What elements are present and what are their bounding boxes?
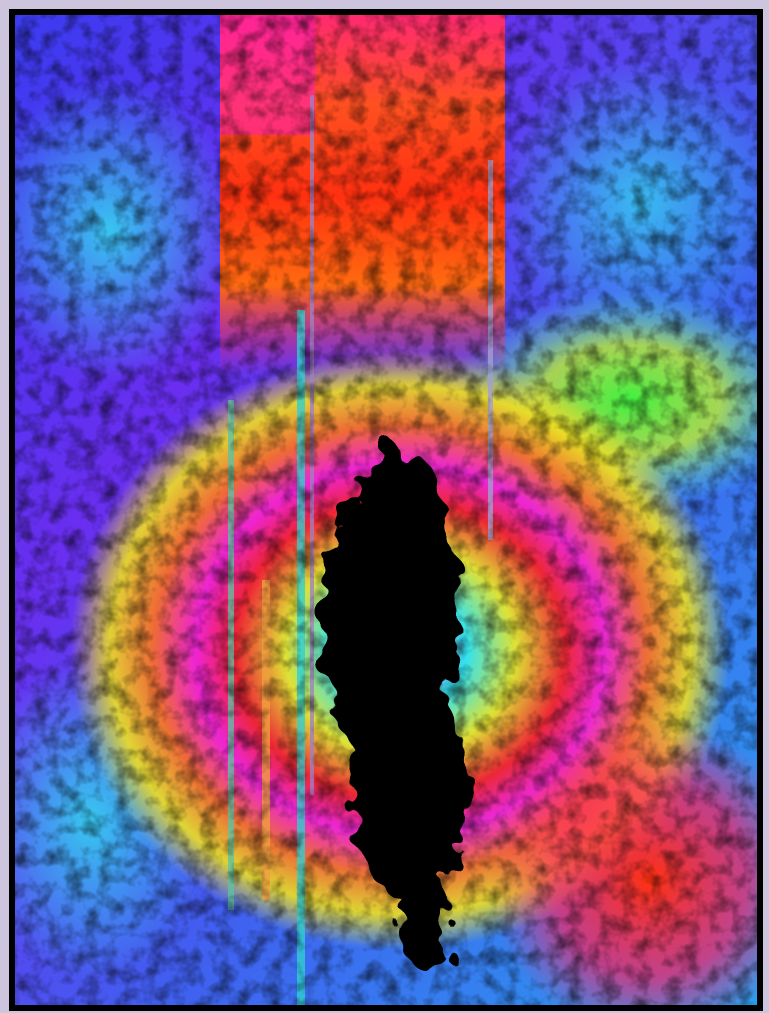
black-blob (400, 870, 450, 970)
black-blob (360, 450, 440, 550)
interferogram (0, 15, 769, 1013)
black-blob (350, 680, 470, 900)
interferogram-figure (0, 0, 769, 1013)
page: (() => { const data = JSON.parse(documen… (0, 0, 769, 1013)
